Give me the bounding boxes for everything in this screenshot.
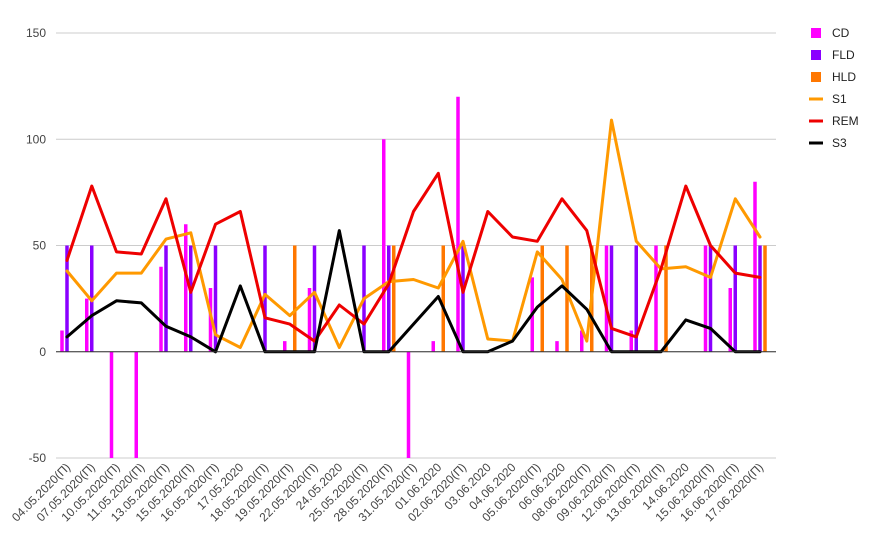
y-tick-label: 50 xyxy=(33,239,47,253)
bar-cd xyxy=(456,96,460,352)
legend-label-hld: HLD xyxy=(832,70,856,84)
y-tick-label: 150 xyxy=(26,26,46,40)
bar-cd xyxy=(431,341,435,352)
legend-swatch-fld xyxy=(811,50,821,60)
bar-cd xyxy=(728,288,732,352)
bar-hld xyxy=(763,245,767,352)
legend-label-fld: FLD xyxy=(832,48,855,62)
bar-cd xyxy=(159,266,163,352)
bar-cd xyxy=(406,351,411,458)
bar-hld xyxy=(293,245,297,352)
bar-cd xyxy=(283,341,287,352)
legend-label-s3: S3 xyxy=(832,136,847,150)
bar-fld xyxy=(387,245,391,352)
bar-fld xyxy=(733,245,737,352)
bar-cd xyxy=(134,351,138,458)
bar-hld xyxy=(392,245,396,352)
bar-cd xyxy=(629,330,633,352)
bar-cd xyxy=(184,224,188,352)
bar-cd xyxy=(753,181,757,352)
bar-hld xyxy=(664,245,668,352)
y-tick-label: 100 xyxy=(26,132,46,146)
bar-hld xyxy=(565,245,569,352)
bar-fld xyxy=(758,245,762,352)
bar-fld xyxy=(609,245,614,352)
bar-cd xyxy=(382,139,386,352)
bar-fld xyxy=(634,245,638,352)
bar-cd xyxy=(654,245,658,352)
legend-swatch-hld xyxy=(811,72,821,82)
bar-fld xyxy=(189,245,193,352)
bar-fld xyxy=(65,245,69,352)
y-tick-label: 0 xyxy=(39,345,46,359)
bar-fld xyxy=(263,245,267,352)
bar-cd xyxy=(85,298,89,352)
bar-hld xyxy=(441,245,445,352)
legend-label-s1: S1 xyxy=(832,92,847,106)
bar-cd xyxy=(60,330,64,352)
bar-cd xyxy=(604,245,609,352)
y-tick-label: -50 xyxy=(29,451,47,465)
bar-fld xyxy=(312,245,317,352)
legend-swatch-cd xyxy=(811,28,821,38)
bar-cd xyxy=(109,351,114,458)
bar-fld xyxy=(708,245,713,352)
bar-cd xyxy=(580,330,584,352)
legend-label-rem: REM xyxy=(832,114,859,128)
legend-label-cd: CD xyxy=(832,26,850,40)
bar-hld xyxy=(540,245,544,352)
bar-fld xyxy=(164,245,168,352)
bar-cd xyxy=(703,245,708,352)
bar-cd xyxy=(307,288,312,352)
bar-fld xyxy=(461,245,465,352)
bar-cd xyxy=(555,341,559,352)
bar-fld xyxy=(213,245,218,352)
